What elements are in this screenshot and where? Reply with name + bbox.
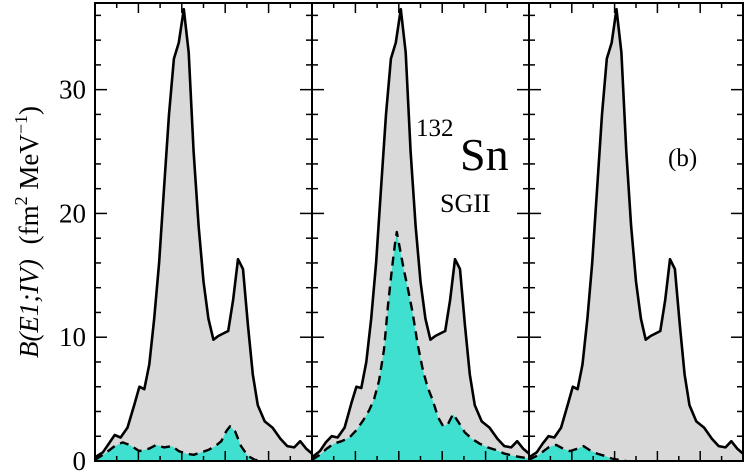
y-axis-label-units: (fm: [14, 205, 44, 244]
y-tick-label: 10: [59, 322, 86, 352]
component-area-middle: [312, 232, 529, 461]
annotation-force: SGII: [440, 189, 491, 218]
total-line-left: [95, 7, 312, 459]
panel-middle: [312, 7, 529, 461]
y-tick-label: 20: [59, 198, 86, 228]
panel-right: [529, 7, 743, 461]
component-area-right: [529, 444, 627, 461]
component-area-left: [95, 426, 263, 461]
panel-left: [95, 7, 312, 461]
axis-ticks: [95, 3, 743, 462]
y-axis-label-close: ): [14, 106, 44, 115]
y-tick-label: 0: [73, 446, 87, 476]
annotation-element: Sn: [460, 129, 509, 180]
y-axis-label-main: B(E1;IV): [14, 259, 44, 358]
component-line-left: [95, 425, 263, 461]
y-axis-label-supneg: −1: [11, 115, 31, 134]
y-axis-label-mev: MeV: [14, 134, 44, 197]
component-line-right: [529, 443, 627, 461]
component-line-middle: [312, 230, 529, 461]
y-axis-label-sup2: 2: [11, 196, 31, 205]
total-area-right: [529, 9, 743, 461]
y-tick-label: 30: [59, 75, 86, 105]
annotation-mass-number: 132: [416, 115, 454, 142]
y-tick-labels: 0 10 20 30: [59, 75, 86, 476]
total-line-middle: [312, 7, 529, 459]
annotation-panel-label: (b): [668, 145, 697, 172]
total-area-left: [95, 9, 312, 461]
y-axis-label: B(E1;IV) (fm2 MeV−1): [11, 106, 44, 358]
total-line-right: [529, 7, 743, 459]
